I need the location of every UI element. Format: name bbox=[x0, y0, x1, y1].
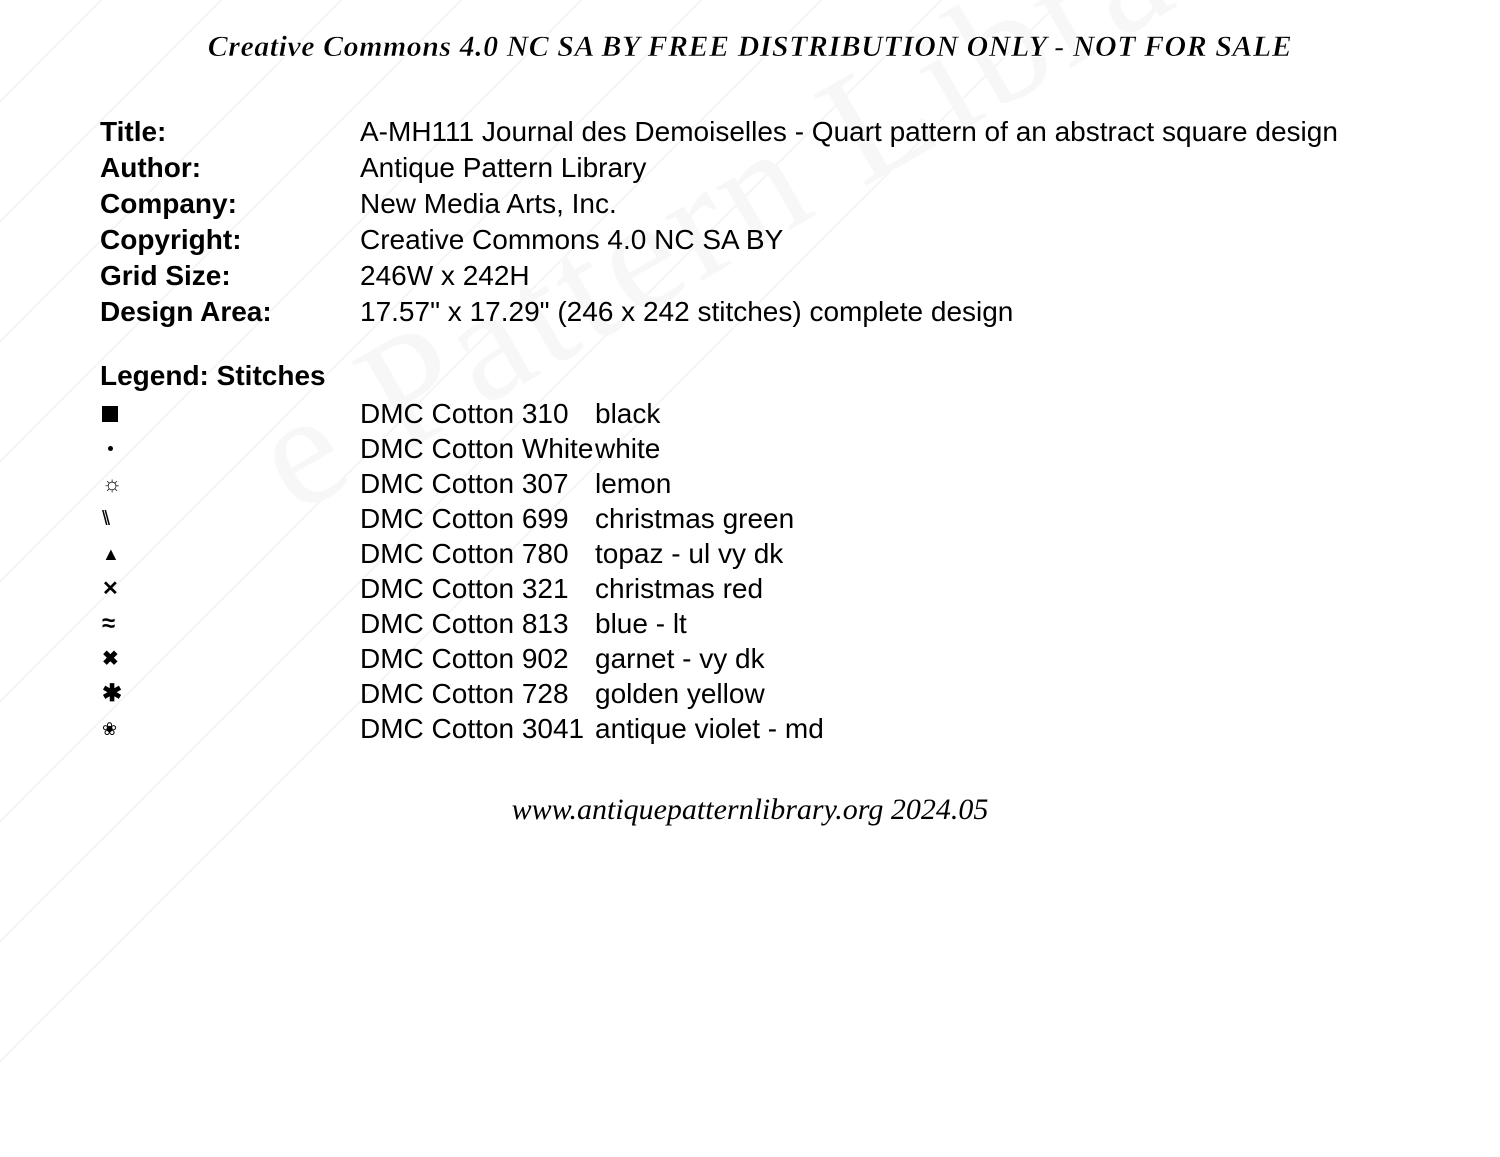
legend-thread-code: DMC Cotton 699 bbox=[360, 501, 595, 536]
legend-section: DMC Cotton 310blackDMC Cotton Whitewhite… bbox=[100, 396, 1400, 746]
legend-thread-code: DMC Cotton 902 bbox=[360, 641, 595, 676]
document-content: Creative Commons 4.0 NC SA BY FREE DISTR… bbox=[0, 0, 1500, 776]
legend-symbol-sun: ☼ bbox=[100, 473, 360, 495]
legend-color-name: black bbox=[595, 396, 660, 431]
legend-row: \\DMC Cotton 699christmas green bbox=[100, 501, 1400, 536]
metadata-value: Antique Pattern Library bbox=[360, 150, 646, 186]
metadata-row-designarea: Design Area: 17.57" x 17.29" (246 x 242 … bbox=[100, 294, 1400, 330]
legend-symbol-asterisk: ✱ bbox=[100, 682, 360, 706]
legend-thread-code: DMC Cotton 813 bbox=[360, 606, 595, 641]
metadata-value: New Media Arts, Inc. bbox=[360, 186, 617, 222]
legend-thread-code: DMC Cotton White bbox=[360, 431, 595, 466]
legend-title: Legend: Stitches bbox=[100, 360, 1400, 392]
legend-color-name: white bbox=[595, 431, 660, 466]
legend-symbol-diag: \\ bbox=[100, 509, 360, 529]
legend-row: ✱DMC Cotton 728golden yellow bbox=[100, 676, 1400, 711]
legend-row: ▲DMC Cotton 780topaz - ul vy dk bbox=[100, 536, 1400, 571]
legend-color-name: lemon bbox=[595, 466, 671, 501]
metadata-section: Title: A-MH111 Journal des Demoiselles -… bbox=[100, 114, 1400, 330]
legend-row: ≈DMC Cotton 813blue - lt bbox=[100, 606, 1400, 641]
legend-row: DMC Cotton Whitewhite bbox=[100, 431, 1400, 466]
legend-color-name: christmas red bbox=[595, 571, 763, 606]
metadata-label: Grid Size: bbox=[100, 258, 360, 294]
metadata-label: Design Area: bbox=[100, 294, 360, 330]
metadata-value: Creative Commons 4.0 NC SA BY bbox=[360, 222, 783, 258]
metadata-value: A-MH111 Journal des Demoiselles - Quart … bbox=[360, 114, 1338, 150]
legend-row: ✕DMC Cotton 321christmas red bbox=[100, 571, 1400, 606]
legend-row: ✖DMC Cotton 902garnet - vy dk bbox=[100, 641, 1400, 676]
footer-url-text: www.antiquepatternlibrary.org 2024.05 bbox=[0, 793, 1500, 827]
legend-row: ❀DMC Cotton 3041antique violet - md bbox=[100, 711, 1400, 746]
metadata-row-copyright: Copyright: Creative Commons 4.0 NC SA BY bbox=[100, 222, 1400, 258]
legend-thread-code: DMC Cotton 321 bbox=[360, 571, 595, 606]
metadata-label: Author: bbox=[100, 150, 360, 186]
legend-thread-code: DMC Cotton 780 bbox=[360, 536, 595, 571]
metadata-row-gridsize: Grid Size: 246W x 242H bbox=[100, 258, 1400, 294]
legend-row: ☼DMC Cotton 307lemon bbox=[100, 466, 1400, 501]
legend-symbol-approx: ≈ bbox=[100, 612, 360, 636]
legend-symbol-flower: ❀ bbox=[100, 720, 360, 738]
legend-row: DMC Cotton 310black bbox=[100, 396, 1400, 431]
legend-color-name: antique violet - md bbox=[595, 711, 824, 746]
metadata-row-author: Author: Antique Pattern Library bbox=[100, 150, 1400, 186]
metadata-value: 246W x 242H bbox=[360, 258, 530, 294]
legend-symbol-dot bbox=[100, 446, 360, 451]
legend-symbol-xbar: ✕ bbox=[100, 579, 360, 599]
header-license-text: Creative Commons 4.0 NC SA BY FREE DISTR… bbox=[100, 30, 1400, 64]
legend-thread-code: DMC Cotton 3041 bbox=[360, 711, 595, 746]
legend-color-name: golden yellow bbox=[595, 676, 765, 711]
legend-symbol-triangle: ▲ bbox=[100, 545, 360, 563]
legend-thread-code: DMC Cotton 728 bbox=[360, 676, 595, 711]
legend-color-name: blue - lt bbox=[595, 606, 687, 641]
legend-symbol-square bbox=[100, 406, 360, 422]
metadata-row-title: Title: A-MH111 Journal des Demoiselles -… bbox=[100, 114, 1400, 150]
metadata-label: Company: bbox=[100, 186, 360, 222]
legend-thread-code: DMC Cotton 310 bbox=[360, 396, 595, 431]
legend-thread-code: DMC Cotton 307 bbox=[360, 466, 595, 501]
legend-color-name: christmas green bbox=[595, 501, 794, 536]
legend-symbol-cross: ✖ bbox=[100, 649, 360, 669]
metadata-row-company: Company: New Media Arts, Inc. bbox=[100, 186, 1400, 222]
legend-color-name: garnet - vy dk bbox=[595, 641, 765, 676]
metadata-value: 17.57" x 17.29" (246 x 242 stitches) com… bbox=[360, 294, 1013, 330]
metadata-label: Copyright: bbox=[100, 222, 360, 258]
metadata-label: Title: bbox=[100, 114, 360, 150]
legend-color-name: topaz - ul vy dk bbox=[595, 536, 783, 571]
